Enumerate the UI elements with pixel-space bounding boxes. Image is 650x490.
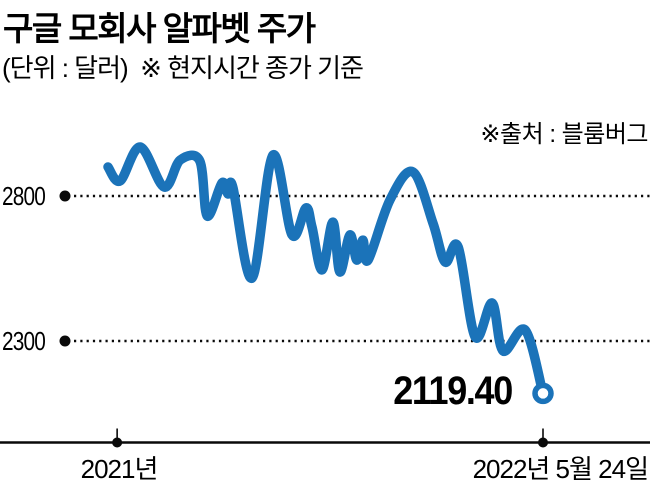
last-price-marker xyxy=(532,382,554,405)
last-price-label: 2119.40 xyxy=(393,369,513,413)
chart-unit-note: (단위 : 달러) ※ 현지시간 종가 기준 xyxy=(2,53,364,83)
y-axis-label-2300: 2300 xyxy=(2,326,46,356)
gridline-bullet-2300 xyxy=(59,335,71,347)
chart-title: 구글 모회사 알파벳 주가 xyxy=(3,10,316,47)
source-credit: ※출처 : 블룸버그 xyxy=(480,121,648,148)
x-axis-label-2021: 2021년 xyxy=(80,454,159,484)
x-tick-dot-0 xyxy=(112,437,123,448)
x-axis-label-2022-05-24: 2022년 5월 24일 xyxy=(472,454,649,484)
x-tick-dot-1 xyxy=(538,437,548,448)
price-line xyxy=(103,142,548,399)
gridline-bullet-2800 xyxy=(59,190,71,202)
y-axis-label-2800: 2800 xyxy=(2,181,46,211)
